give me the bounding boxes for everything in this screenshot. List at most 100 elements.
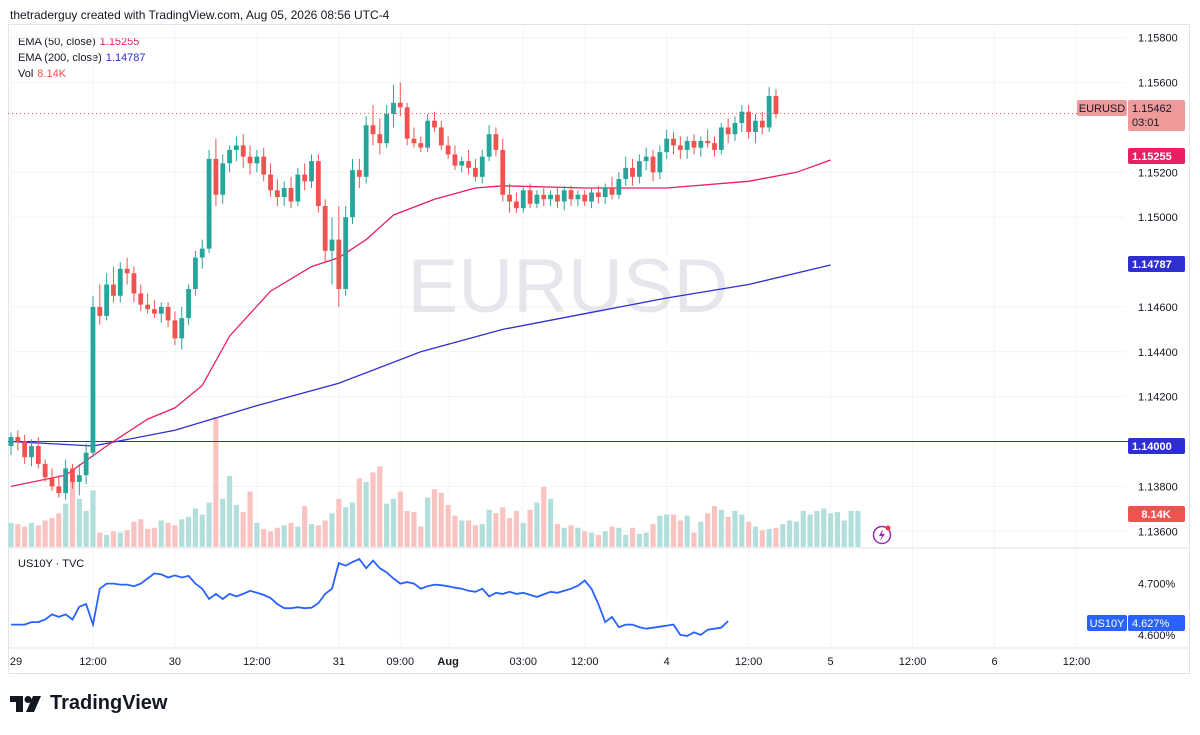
lightning-icon[interactable] [872,525,892,545]
volume-bar [670,514,677,547]
candle-body [49,477,55,487]
candle-body [268,174,273,191]
volume-bar [15,524,21,547]
time-axis[interactable]: 29 12:00 30 12:00 31 09:00 Aug 03:00 12:00 4 12:00… [10,656,1090,668]
volume-bar [411,512,417,547]
candle-body [575,194,581,200]
volume-bar [322,520,328,547]
volume-bar [527,509,533,547]
candle-body [432,120,437,128]
volume-bar [356,478,362,547]
candle-body [493,134,499,150]
volume-bar [158,520,164,547]
candle-body [377,134,383,144]
volume-bar [466,520,472,547]
volume-bar [384,503,390,547]
candle-body [254,156,260,164]
symbol-watermark: EURUSD [408,244,729,329]
time-tick-label: 31 [333,656,345,668]
time-tick-label: 30 [169,656,181,668]
candle-body [650,156,656,173]
candle-body [343,217,349,289]
volume-badge-value: 8.14K [1141,509,1170,521]
bar-countdown-label: 03:01 [1132,117,1160,129]
volume-bar [274,527,280,547]
volume-bar [404,510,410,547]
volume-bar [349,502,356,547]
volume-bar [561,527,567,547]
volume-bar [151,527,158,547]
volume-bar [226,475,233,547]
volume-bar [459,520,465,547]
volume-bar [240,512,246,547]
legend-ema50[interactable]: EMA (50, close) 1.15255 [18,36,139,48]
price-tick-label: 1.14200 [1138,392,1178,404]
time-tick-label: 29 [10,656,22,668]
volume-bar [602,531,608,547]
candle-body [281,188,287,198]
volume-bar [766,528,772,547]
volume-bar [315,525,321,547]
candle-body [193,257,198,289]
volume-bar [418,526,424,547]
volume-bar [848,510,854,547]
candle-body [411,138,417,144]
legend-volume[interactable]: Vol 8.14K [18,68,66,80]
candle-body [630,167,635,177]
volume-bar [302,506,308,547]
tradingview-logo[interactable]: TradingView [10,692,167,715]
horizontal-line[interactable] [8,113,1128,443]
volume-bar [547,498,554,547]
candle-body [274,190,280,198]
volume-bar [8,522,14,547]
time-tick-label: Aug [437,656,458,668]
legend-ema200[interactable]: EMA (200, close) 1.14787 [18,52,146,64]
candle-body [705,140,711,144]
time-tick-label: 12:00 [1063,656,1091,668]
volume-bar [493,513,499,547]
sub-pane-title: US10Y · TVC [18,558,84,570]
volume-bar [691,532,697,547]
ema50-line [10,159,831,488]
candle-body [302,174,308,182]
volume-badge: 8.14K [1128,506,1185,522]
candle-body [534,194,540,204]
candle-body [595,192,601,198]
volume-bar [49,518,55,547]
candle-body [350,170,355,218]
candle-body [391,102,396,115]
volume-bar [76,498,82,547]
price-axis[interactable]: 1.15800 1.15600 1.15200 1.15000 1.14600 1.144… [1138,33,1178,539]
candle-body [445,145,451,155]
candle-body [76,475,82,482]
candle-body [623,167,629,180]
candle-body [145,304,150,310]
yield-axis[interactable]: 4.700% 4.600% [1138,579,1176,642]
volume-bar [124,530,130,547]
ema-lines [10,159,831,488]
volume-bar [63,503,69,547]
candle-body [213,158,219,195]
candle-body [240,145,246,157]
volume-bar [787,520,793,547]
volume-bar [185,516,192,547]
time-tick-label: 12:00 [735,656,763,668]
candle-body [165,306,171,321]
volume-bar [472,525,479,547]
volume-bar [698,521,704,547]
volume-bar [179,519,185,547]
volume-bar [69,480,76,547]
volume-bar [711,506,718,547]
candle-body [329,239,335,251]
us10y-line [11,557,729,637]
chart-frame [8,24,1190,674]
volume-bar [267,531,274,547]
candle-body [336,239,342,289]
legend-ema200-value: 1.14787 [105,52,146,64]
candle-body [384,114,390,144]
candle-body [759,120,765,128]
us10y-badge-label: US10Y [1090,618,1126,630]
candle-body [309,161,314,182]
candle-body [42,463,48,478]
